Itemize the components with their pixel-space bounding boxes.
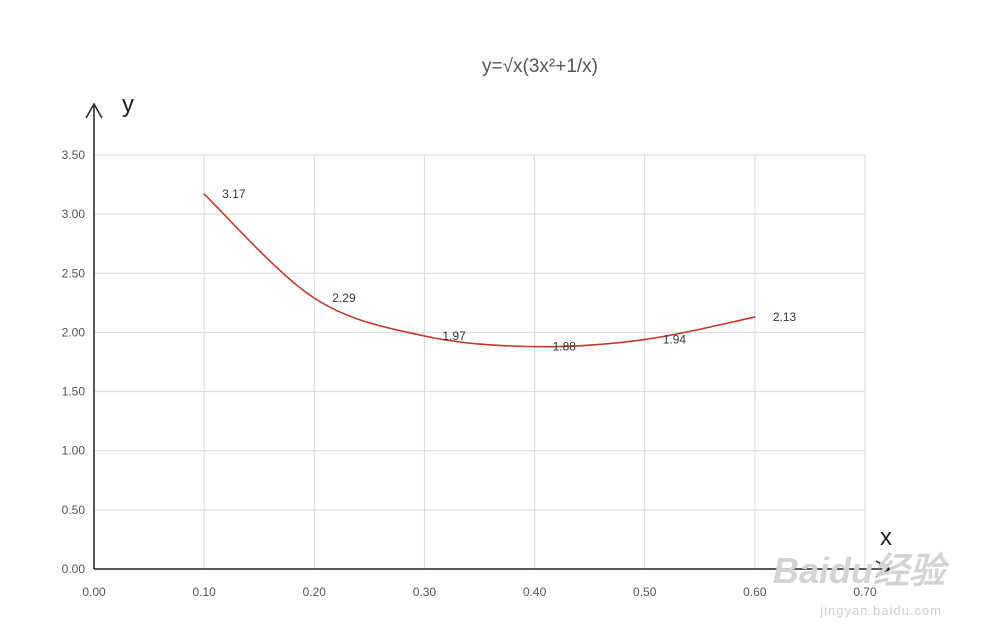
data-point xyxy=(313,297,316,299)
tick-labels: 0.00 0.50 1.00 1.50 2.00 2.50 3.00 3.50 0.00 0.10… xyxy=(62,148,877,599)
y-tick-label: 2.00 xyxy=(62,325,86,339)
data-point xyxy=(533,345,536,348)
chart-title: y=√x(3x²+1/x) xyxy=(482,56,598,77)
data-point xyxy=(643,338,646,341)
x-tick-label: 0.40 xyxy=(523,585,547,599)
x-tick-label: 0.50 xyxy=(633,585,657,599)
data-label: 1.94 xyxy=(663,333,687,347)
data-label: 3.17 xyxy=(222,187,246,201)
x-tick-label: 0.30 xyxy=(413,585,437,599)
y-tick-label: 3.00 xyxy=(62,207,86,221)
data-point xyxy=(754,316,756,318)
x-tick-label: 0.60 xyxy=(743,585,767,599)
y-tick-label: 3.50 xyxy=(62,148,86,162)
grid xyxy=(94,154,866,569)
data-label: 2.29 xyxy=(332,291,356,305)
y-tick-label: 2.50 xyxy=(62,266,86,280)
axes xyxy=(85,102,892,578)
y-tick-label: 0.00 xyxy=(62,562,86,576)
x-axis-name: x xyxy=(880,524,892,551)
x-tick-label: 0.10 xyxy=(192,585,216,599)
x-tick-label: 0.20 xyxy=(303,585,327,599)
data-label: 1.97 xyxy=(442,329,466,343)
y-axis-arrow xyxy=(85,102,103,119)
series: 3.17 2.29 1.97 1.88 1.94 2.13 xyxy=(203,187,797,354)
data-label: 2.13 xyxy=(773,310,797,324)
data-point xyxy=(423,335,426,337)
x-axis-arrow xyxy=(875,560,892,578)
y-axis-name: y xyxy=(122,91,134,118)
watermark-logo: Baidu经验 xyxy=(772,550,945,591)
x-tick-label: 0.70 xyxy=(853,585,877,599)
data-label: 1.88 xyxy=(553,340,577,354)
y-tick-label: 1.00 xyxy=(62,444,86,458)
watermark-url: jingyan.baidu.com xyxy=(820,603,942,618)
series-line xyxy=(203,193,756,348)
y-tick-label: 1.50 xyxy=(62,385,86,399)
x-tick-label: 0.00 xyxy=(82,585,106,599)
data-point xyxy=(203,193,205,195)
y-tick-label: 0.50 xyxy=(62,503,86,517)
